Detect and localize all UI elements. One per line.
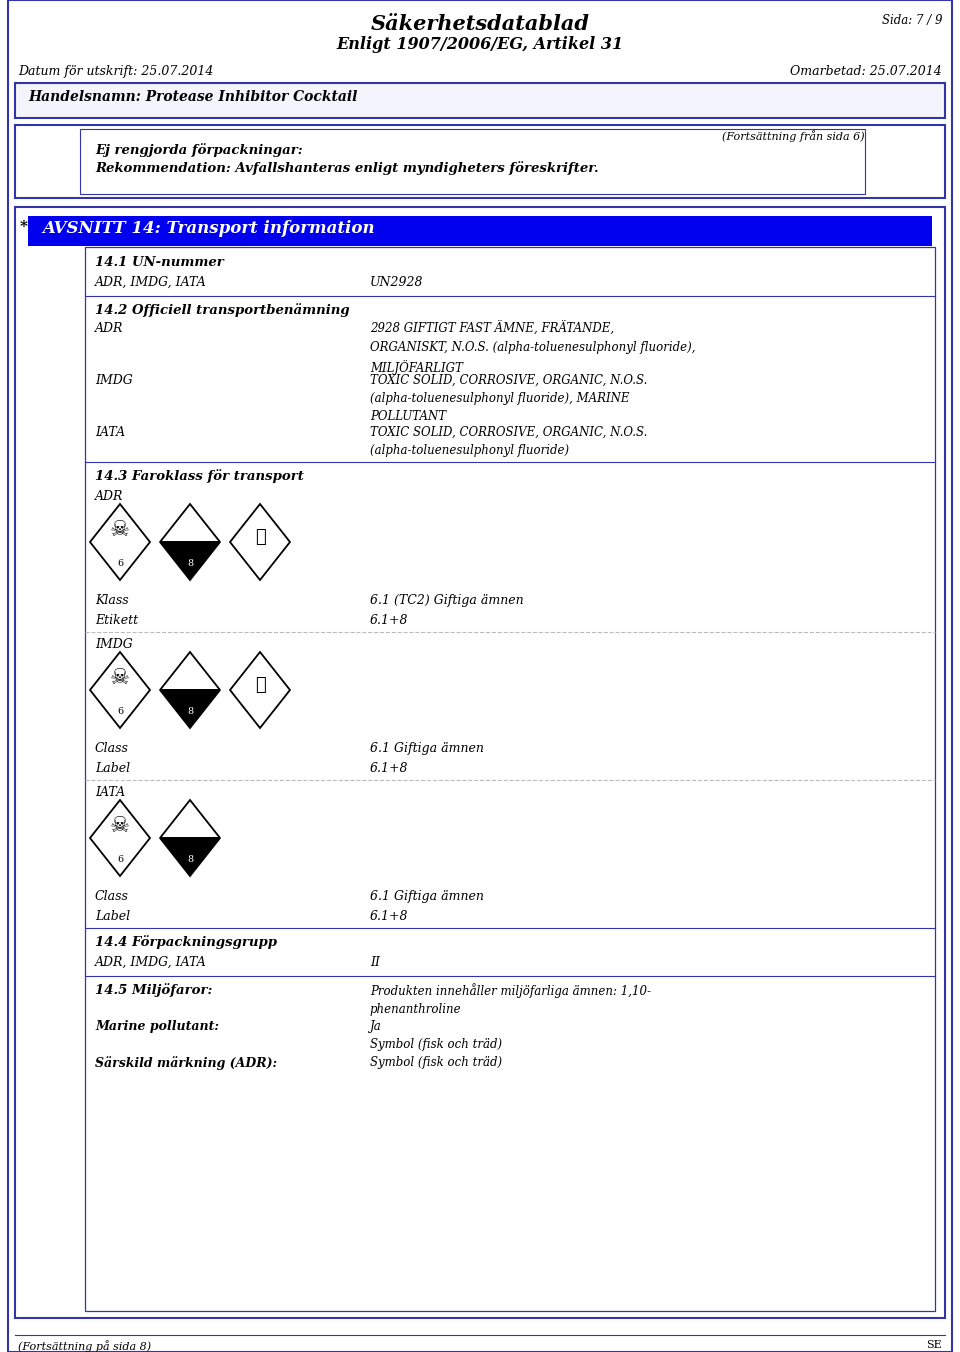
Polygon shape	[160, 542, 220, 580]
Text: 6.1 Giftiga ämnen: 6.1 Giftiga ämnen	[370, 890, 484, 903]
Text: 6.1 (TC2) Giftiga ämnen: 6.1 (TC2) Giftiga ämnen	[370, 594, 523, 607]
Text: 🌿: 🌿	[254, 676, 265, 694]
Text: Säkerhetsdatablad: Säkerhetsdatablad	[371, 14, 589, 34]
Text: Label: Label	[95, 910, 131, 923]
Text: ADR: ADR	[95, 322, 124, 335]
Text: II: II	[370, 956, 380, 969]
Text: Rekommendation: Avfallshanteras enligt myndigheters föreskrifter.: Rekommendation: Avfallshanteras enligt m…	[95, 161, 599, 174]
Text: Sida: 7 / 9: Sida: 7 / 9	[881, 14, 942, 27]
Text: 6.1+8: 6.1+8	[370, 614, 409, 627]
Text: Marine pollutant:: Marine pollutant:	[95, 1019, 219, 1033]
Text: 8: 8	[187, 707, 193, 717]
Text: UN2928: UN2928	[370, 276, 423, 289]
Text: ☠: ☠	[110, 668, 130, 688]
Text: Handelsnamn: Protease Inhibitor Cocktail: Handelsnamn: Protease Inhibitor Cocktail	[28, 91, 357, 104]
Text: IATA: IATA	[95, 786, 125, 799]
Text: IMDG: IMDG	[95, 375, 132, 387]
Text: ☠: ☠	[110, 521, 130, 539]
Text: 8: 8	[187, 856, 193, 864]
Text: 14.3 Faroklass för transport: 14.3 Faroklass för transport	[95, 469, 304, 483]
Text: Ej rengjorda förpackningar:: Ej rengjorda förpackningar:	[95, 143, 302, 157]
Text: Label: Label	[95, 763, 131, 775]
Text: 6: 6	[117, 856, 123, 864]
FancyBboxPatch shape	[15, 82, 945, 118]
Polygon shape	[160, 690, 220, 727]
FancyBboxPatch shape	[28, 216, 932, 246]
Polygon shape	[230, 504, 290, 580]
Text: IMDG: IMDG	[95, 638, 132, 652]
Text: Enligt 1907/2006/EG, Artikel 31: Enligt 1907/2006/EG, Artikel 31	[336, 37, 624, 53]
Polygon shape	[90, 504, 150, 580]
Text: 🌿: 🌿	[254, 529, 265, 546]
Polygon shape	[90, 800, 150, 876]
Text: Etikett: Etikett	[95, 614, 138, 627]
Text: ☠: ☠	[110, 817, 130, 836]
Text: 6.1+8: 6.1+8	[370, 763, 409, 775]
Text: Datum för utskrift: 25.07.2014: Datum för utskrift: 25.07.2014	[18, 65, 213, 78]
Text: ⚗: ⚗	[182, 523, 198, 541]
Text: ADR, IMDG, IATA: ADR, IMDG, IATA	[95, 276, 206, 289]
Text: 2928 GIFTIGT FAST ÄMNE, FRÄTANDE,
ORGANISKT, N.O.S. (alpha-toluenesulphonyl fluo: 2928 GIFTIGT FAST ÄMNE, FRÄTANDE, ORGANI…	[370, 322, 695, 376]
Text: 14.2 Officiell transportbenämning: 14.2 Officiell transportbenämning	[95, 303, 349, 316]
Text: Class: Class	[95, 890, 129, 903]
Text: ADR, IMDG, IATA: ADR, IMDG, IATA	[95, 956, 206, 969]
Text: TOXIC SOLID, CORROSIVE, ORGANIC, N.O.S.
(alpha-toluenesulphonyl fluoride), MARIN: TOXIC SOLID, CORROSIVE, ORGANIC, N.O.S. …	[370, 375, 647, 423]
Text: Klass: Klass	[95, 594, 129, 607]
Text: TOXIC SOLID, CORROSIVE, ORGANIC, N.O.S.
(alpha-toluenesulphonyl fluoride): TOXIC SOLID, CORROSIVE, ORGANIC, N.O.S. …	[370, 426, 647, 457]
Text: Symbol (fisk och träd): Symbol (fisk och träd)	[370, 1056, 502, 1069]
FancyBboxPatch shape	[85, 247, 935, 1311]
Text: Särskild märkning (ADR):: Särskild märkning (ADR):	[95, 1056, 277, 1069]
Text: AVSNITT 14: Transport information: AVSNITT 14: Transport information	[42, 220, 374, 237]
Polygon shape	[160, 800, 220, 838]
Text: (Fortsättning på sida 8): (Fortsättning på sida 8)	[18, 1340, 151, 1352]
Polygon shape	[160, 652, 220, 690]
Text: ADR: ADR	[95, 489, 124, 503]
Text: Ja
Symbol (fisk och träd): Ja Symbol (fisk och träd)	[370, 1019, 502, 1051]
Text: 14.5 Miljöfaror:: 14.5 Miljöfaror:	[95, 983, 212, 996]
Text: Class: Class	[95, 742, 129, 754]
Text: 14.4 Förpackningsgrupp: 14.4 Förpackningsgrupp	[95, 936, 277, 949]
Text: 14.1 UN-nummer: 14.1 UN-nummer	[95, 256, 224, 269]
Polygon shape	[160, 838, 220, 876]
FancyBboxPatch shape	[15, 207, 945, 1318]
Text: 6.1+8: 6.1+8	[370, 910, 409, 923]
Text: (Fortsättning från sida 6): (Fortsättning från sida 6)	[722, 130, 865, 142]
Text: 6: 6	[117, 707, 123, 717]
Text: ⚗: ⚗	[182, 671, 198, 690]
Text: Omarbetad: 25.07.2014: Omarbetad: 25.07.2014	[790, 65, 942, 78]
Text: 6: 6	[117, 560, 123, 568]
Polygon shape	[160, 504, 220, 542]
Text: Produkten innehåller miljöfarliga ämnen: 1,10-
phenanthroline: Produkten innehåller miljöfarliga ämnen:…	[370, 983, 651, 1015]
Text: SE: SE	[926, 1340, 942, 1351]
Text: 6.1 Giftiga ämnen: 6.1 Giftiga ämnen	[370, 742, 484, 754]
Text: IATA: IATA	[95, 426, 125, 439]
FancyBboxPatch shape	[15, 124, 945, 197]
FancyBboxPatch shape	[8, 0, 952, 1352]
Text: *: *	[20, 220, 28, 234]
Text: 8: 8	[187, 560, 193, 568]
FancyBboxPatch shape	[80, 128, 865, 193]
Text: ⚗: ⚗	[182, 819, 198, 837]
Polygon shape	[230, 652, 290, 727]
Polygon shape	[90, 652, 150, 727]
